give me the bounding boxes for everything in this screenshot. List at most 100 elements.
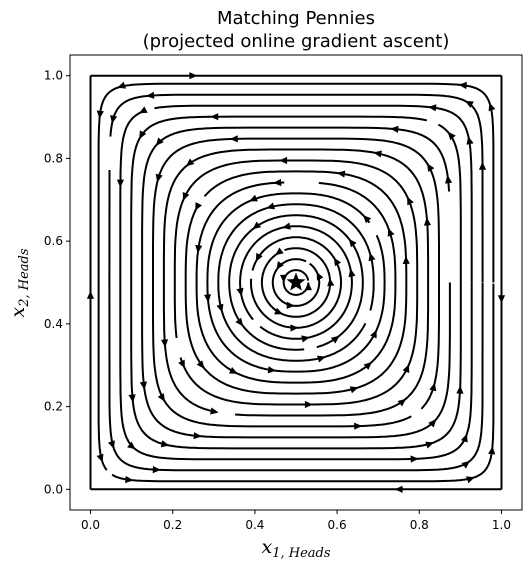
streamline-arrowhead — [96, 453, 104, 463]
streamline — [203, 170, 408, 283]
streamline — [206, 192, 386, 373]
streamline-arrowhead — [428, 419, 437, 428]
x-tick-label: 0.0 — [81, 518, 100, 532]
streamline-arrowhead — [193, 432, 202, 440]
streamline-arrowhead — [327, 278, 335, 287]
streamline — [141, 126, 451, 439]
y-tick-label: 0.2 — [44, 400, 63, 414]
streamline — [316, 282, 364, 349]
streamline-arrowhead — [497, 295, 506, 304]
streamline — [437, 123, 462, 283]
streamline-arrowhead — [286, 301, 295, 309]
streamline-arrowhead — [182, 192, 190, 201]
streamline-arrowhead — [195, 202, 202, 211]
streamline-arrowhead — [229, 367, 238, 374]
streamline-arrowhead — [139, 106, 148, 114]
streamline-arrowhead — [139, 130, 147, 140]
streamline-arrowhead — [196, 360, 205, 369]
streamline-arrowhead — [301, 335, 310, 343]
streamline-arrowhead — [229, 135, 238, 143]
streamline-arrowhead — [394, 485, 403, 493]
streamline — [97, 82, 495, 471]
streamline — [119, 110, 473, 461]
streamline — [318, 182, 397, 283]
streamline — [420, 282, 440, 410]
streamline-arrowhead — [110, 115, 118, 124]
streamline-arrowhead — [186, 158, 195, 167]
streamline-arrowhead — [125, 475, 134, 484]
streamline-arrowhead — [423, 217, 431, 226]
streamline-arrowhead — [402, 364, 410, 373]
y-tick-label: 0.6 — [44, 234, 63, 248]
equilibrium-star-marker — [286, 272, 306, 291]
streamline-arrowhead — [235, 317, 244, 327]
streamline-arrowhead — [155, 137, 164, 146]
streamline — [259, 282, 353, 340]
x-tick-label: 0.6 — [328, 518, 347, 532]
streamline-arrowhead — [410, 455, 419, 463]
streamline-arrowhead — [282, 222, 291, 230]
streamline-arrowhead — [275, 247, 284, 256]
streamline — [228, 214, 364, 351]
streamline-arrowhead — [336, 170, 346, 178]
streamline — [375, 234, 386, 283]
streamline-arrowhead — [189, 72, 198, 80]
x-tick-label: 0.8 — [410, 518, 429, 532]
streamline-arrowhead — [348, 268, 356, 278]
streamline — [152, 137, 440, 428]
streamline-arrowhead — [86, 290, 95, 299]
streamline-arrowhead — [216, 303, 224, 313]
streamline-arrowhead — [447, 131, 456, 141]
streamline-arrowhead — [427, 163, 435, 172]
y-tick-label: 1.0 — [44, 69, 63, 83]
streamline-arrowhead — [458, 81, 467, 90]
streamline-arrowhead — [210, 407, 219, 415]
x-tick-label: 0.4 — [245, 518, 264, 532]
streamline-arrowhead — [373, 150, 382, 158]
streamline-arrowhead — [363, 215, 372, 224]
streamline-arrowhead — [161, 339, 169, 348]
streamline-arrowhead — [304, 282, 312, 291]
streamline-arrowhead — [425, 441, 434, 449]
x-axis-ticks: 0.0 0.2 0.4 0.6 0.8 1.0 — [81, 510, 511, 532]
streamline-arrowhead — [204, 294, 212, 303]
streamline-arrowhead — [333, 257, 342, 267]
y-axis-ticks: 0.0 0.2 0.4 0.6 0.8 1.0 — [44, 69, 70, 496]
plot-frame — [69, 54, 523, 511]
streamline-arrowhead — [370, 329, 377, 339]
x-axis-label: x1, Heads — [261, 536, 330, 561]
streamline-arrowhead — [128, 394, 136, 403]
y-tick-label: 0.8 — [44, 151, 63, 165]
streamline-arrowhead — [117, 81, 126, 89]
streamline — [282, 269, 310, 296]
streamline — [179, 282, 419, 406]
streamline-arrowhead — [116, 179, 124, 188]
streamline — [369, 282, 375, 311]
streamline-arrowhead — [290, 324, 299, 332]
chart-title-line1: Matching Pennies — [217, 8, 375, 29]
streamline — [217, 203, 375, 362]
streamline-arrowhead — [304, 400, 313, 409]
streamline-arrowhead — [195, 244, 203, 254]
streamline-arrowhead — [363, 361, 372, 370]
streamline-arrowhead — [266, 202, 275, 210]
streamline-arrowhead — [160, 440, 170, 448]
streamline-arrowhead — [445, 175, 453, 184]
streamline-arrowhead — [267, 366, 277, 374]
streamline-arrowhead — [407, 196, 414, 206]
streamline-arrowhead — [317, 355, 326, 363]
streamline-arrowhead — [465, 100, 474, 108]
streamline-arrowhead — [428, 104, 437, 112]
streamline-arrowhead — [155, 173, 163, 183]
x-tick-label: 0.2 — [163, 518, 182, 532]
y-tick-label: 0.0 — [44, 482, 63, 496]
streamline — [109, 93, 484, 283]
streamline-arrowhead — [236, 287, 244, 297]
streamline-arrowhead — [96, 110, 104, 119]
arrowheads-group — [86, 72, 506, 493]
streamline-arrowhead — [316, 271, 324, 281]
streamline-arrowhead — [146, 91, 155, 99]
streamline-arrowhead — [478, 161, 487, 170]
streamline — [239, 225, 353, 321]
